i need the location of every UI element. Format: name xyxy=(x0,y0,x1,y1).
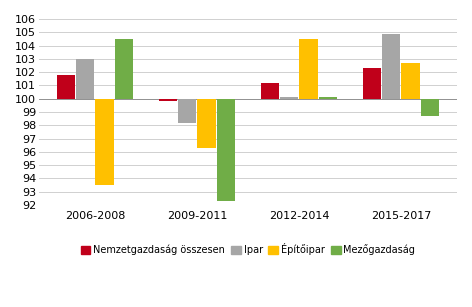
Bar xyxy=(217,99,235,201)
Bar xyxy=(57,75,75,99)
Bar xyxy=(159,99,177,101)
Bar xyxy=(197,99,216,148)
Legend: Nemzetgazdaság összesen, Ipar, Építőipar, Mezőgazdaság: Nemzetgazdaság összesen, Ipar, Építőipar… xyxy=(76,239,419,259)
Bar xyxy=(115,39,133,99)
Bar xyxy=(362,68,381,99)
Bar xyxy=(178,99,196,122)
Bar xyxy=(299,39,318,99)
Bar xyxy=(261,83,279,99)
Bar xyxy=(382,34,400,99)
Bar xyxy=(76,59,94,99)
Bar xyxy=(95,99,114,185)
Bar xyxy=(421,99,439,116)
Bar xyxy=(401,63,420,99)
Bar xyxy=(280,97,298,99)
Bar xyxy=(319,97,337,99)
